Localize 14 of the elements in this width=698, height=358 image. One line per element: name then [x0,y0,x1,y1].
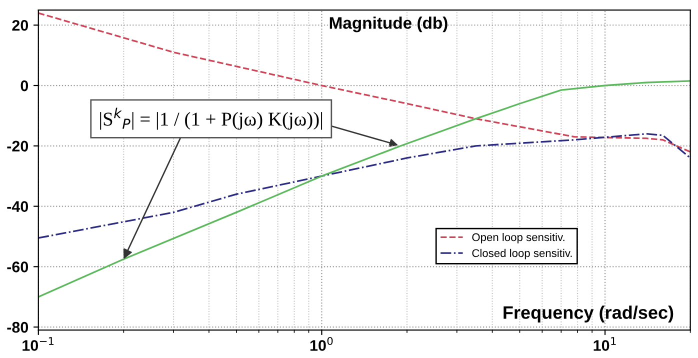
y-tick-label: -40 [7,201,28,212]
y-tick-label: 0 [20,80,28,92]
y-tick-label: 20 [12,20,28,31]
annotation: |S$^{k}$$_{P}$| = |1 / (1 + P(jω) K(jω))| [100,108,322,130]
x-tick-label: 10$^{0}$ [310,336,333,351]
x-tick-label: 10$^{1}$ [594,337,616,351]
y-tick-label: -80 [7,322,28,333]
legend-label: Closed loop sensitiv. [472,248,572,260]
y-tick-label: -20 [7,140,28,152]
legend-label: Open loop sensitiv. [472,232,564,244]
y-tick-label: -60 [7,262,28,272]
x-axis-title: Frequency (rad/sec) [504,306,674,322]
x-tick-label: 10$^{−1}$ [22,337,54,351]
chart-title: Magnitude (db) [330,16,448,32]
